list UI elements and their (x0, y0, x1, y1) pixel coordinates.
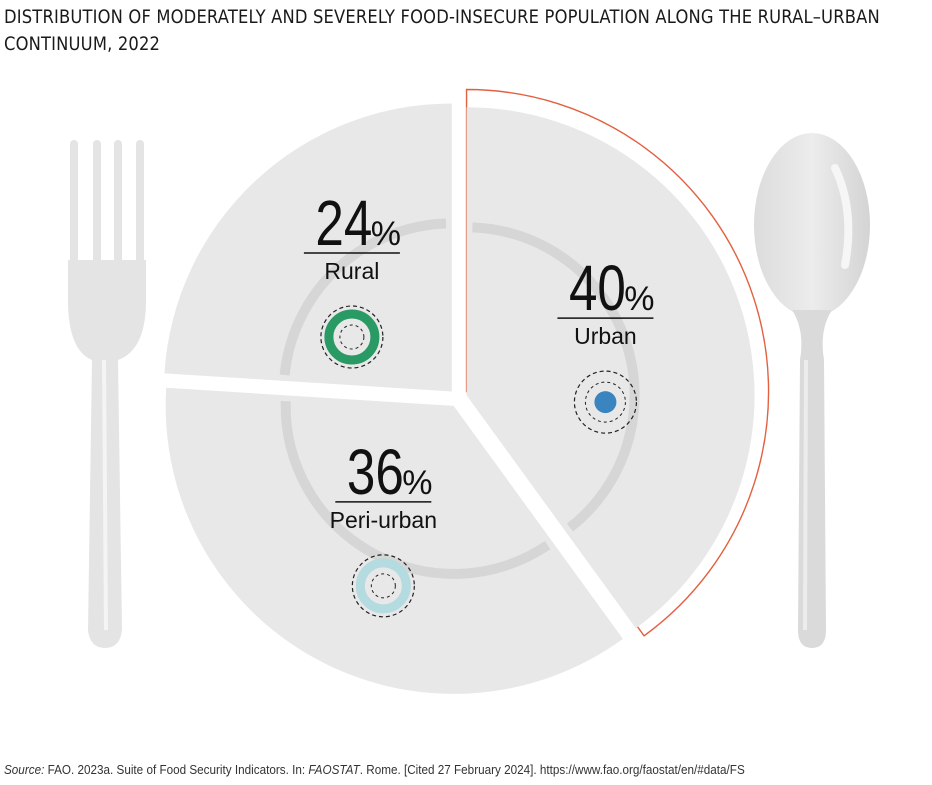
marker-outer-rural (320, 305, 384, 369)
plate-ring-rural (279, 218, 447, 376)
unit-label-peri-urban: % (402, 464, 432, 502)
category-label-urban: Urban (574, 323, 637, 349)
source-italic: FAOSTAT (308, 762, 360, 777)
slice-rural (164, 103, 452, 392)
category-label-peri-urban: Peri-urban (330, 507, 437, 533)
plate-ring-peri-urban (280, 401, 551, 579)
marker-inner-urban (584, 381, 626, 423)
chart-title: DISTRIBUTION OF MODERATELY AND SEVERELY … (4, 6, 880, 55)
marker-outer-peri-urban (351, 554, 415, 618)
marker-outer-urban (573, 370, 638, 434)
slice-urban (466, 107, 755, 629)
fork-icon (68, 140, 146, 648)
source-note: Source: FAO. 2023a. Suite of Food Securi… (4, 762, 745, 777)
value-label-urban: 40 (569, 254, 626, 325)
marker-ring-rural (324, 309, 380, 365)
slice-urban-outline (465, 88, 770, 637)
slice-peri-urban (165, 387, 623, 694)
marker-inner-peri-urban (370, 573, 396, 599)
value-label-peri-urban: 36 (347, 438, 404, 509)
unit-label-urban: % (624, 280, 654, 318)
source-label: Source: (4, 762, 45, 777)
marker-inner-rural (339, 324, 365, 350)
plate-pie (164, 88, 770, 694)
spoon-icon (754, 133, 870, 648)
plate-ring-urban (472, 222, 640, 532)
source-text-end: . Rome. [Cited 27 February 2024]. https:… (359, 762, 745, 777)
category-label-rural: Rural (324, 258, 379, 284)
value-label-rural: 24 (315, 189, 372, 260)
source-text: FAO. 2023a. Suite of Food Security Indic… (44, 762, 309, 777)
unit-label-rural: % (371, 215, 401, 253)
marker-dot-urban (594, 391, 617, 414)
marker-ring-peri-urban (355, 558, 411, 614)
